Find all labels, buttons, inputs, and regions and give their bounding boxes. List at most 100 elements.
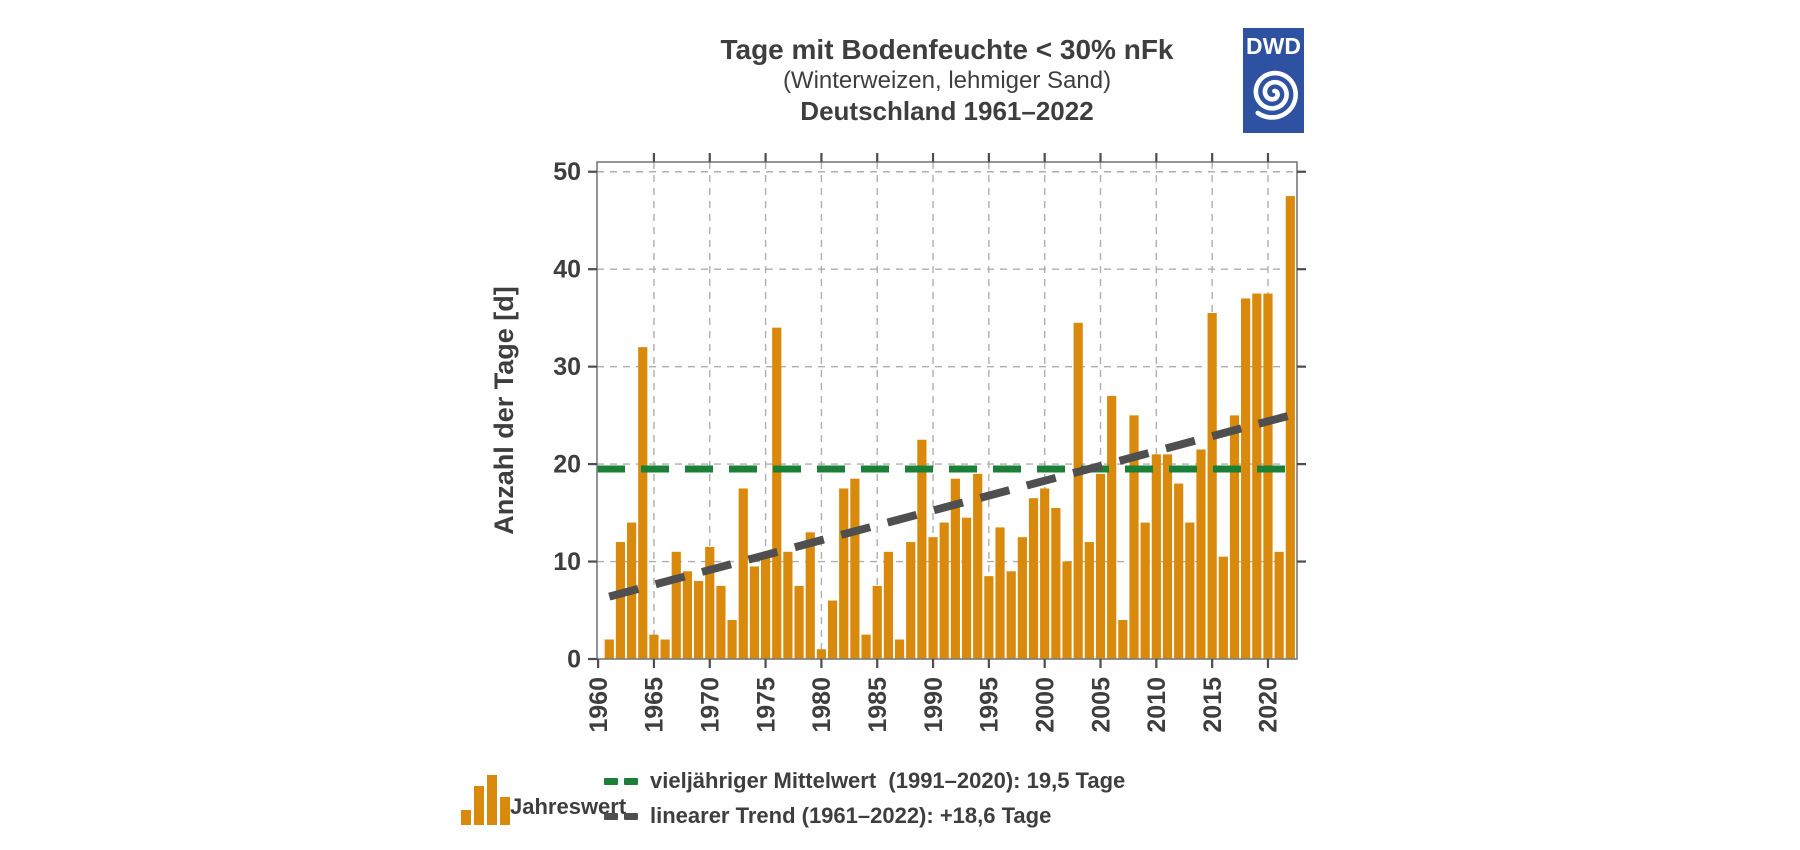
bar-1987 xyxy=(894,639,905,659)
bar-2006 xyxy=(1107,395,1117,659)
xtick-1970: 1970 xyxy=(697,677,725,733)
jahreswert-bars-icon xyxy=(461,775,510,825)
bar-1984 xyxy=(861,634,871,659)
bar-1970 xyxy=(705,546,715,659)
bar-2004 xyxy=(1084,542,1094,659)
xtick-2015: 2015 xyxy=(1199,677,1227,733)
xtick-1965: 1965 xyxy=(641,677,669,733)
bar-1999 xyxy=(1028,498,1039,659)
bar-2018 xyxy=(1241,298,1251,659)
bar-1977 xyxy=(783,551,793,659)
xtick-1975: 1975 xyxy=(752,677,780,733)
ytick-10: 10 xyxy=(553,548,581,576)
bar-2010 xyxy=(1151,454,1161,659)
legend-trend-row: linearer Trend (1961–2022): +18,6 Tage xyxy=(604,803,1051,829)
icon-bar xyxy=(487,775,497,825)
bar-2015 xyxy=(1207,313,1217,659)
bar-1994 xyxy=(973,473,983,659)
bar-1997 xyxy=(1006,571,1016,659)
legend-trend-label: linearer Trend (1961–2022): +18,6 Tage xyxy=(650,803,1052,828)
icon-bar xyxy=(500,797,510,825)
bar-1972 xyxy=(727,620,737,659)
bar-1967 xyxy=(671,551,681,659)
axis-ticks xyxy=(588,153,1306,668)
xtick-2005: 2005 xyxy=(1087,677,1115,733)
bar-1980 xyxy=(816,649,827,659)
bar-1964 xyxy=(638,347,648,659)
dwd-logo-text: DWD xyxy=(1246,33,1301,59)
bar-1979 xyxy=(805,532,815,659)
bar-1978 xyxy=(794,585,804,659)
green-dash-icon xyxy=(604,777,638,785)
xtick-1960: 1960 xyxy=(585,677,613,733)
xtick-2010: 2010 xyxy=(1143,677,1171,733)
icon-bar xyxy=(474,786,484,825)
axis-tick-labels: 0 10 20 30 40 50 1960 1965 1970 1975 1980 1985 1990 1… xyxy=(553,158,1283,732)
gray-dash-icon xyxy=(604,812,638,820)
chart-region-period: Deutschland 1961–2022 xyxy=(800,96,1094,126)
legend-mean-row: vieljähriger Mittelwert (1991–2020): 19,… xyxy=(604,768,1125,794)
bar-1973 xyxy=(738,488,748,659)
dwd-spiral-icon xyxy=(1253,70,1299,120)
bar-2021 xyxy=(1274,551,1284,659)
bar-2013 xyxy=(1185,522,1195,659)
bar-1995 xyxy=(984,576,994,659)
bar-1985 xyxy=(872,585,882,659)
bar-1989 xyxy=(917,439,927,659)
bar-1991 xyxy=(939,522,949,659)
bar-2002 xyxy=(1062,561,1072,659)
trend-line xyxy=(608,411,1292,601)
dwd-logo: DWD xyxy=(1243,28,1304,133)
plot-frame xyxy=(596,161,1298,660)
bar-1974 xyxy=(749,566,760,659)
xtick-1990: 1990 xyxy=(920,677,948,733)
bar-2020 xyxy=(1263,293,1273,659)
bar-1966 xyxy=(660,639,670,659)
y-axis-label: Anzahl der Tage [d] xyxy=(489,286,519,535)
bar-2001 xyxy=(1051,507,1061,659)
bar-1975 xyxy=(760,556,771,659)
legend-mean-label: vieljähriger Mittelwert (1991–2020): 19,… xyxy=(650,768,1126,793)
xtick-1985: 1985 xyxy=(864,677,892,733)
bar-1962 xyxy=(615,542,626,659)
bar-2009 xyxy=(1140,522,1150,659)
ytick-30: 30 xyxy=(553,353,581,381)
ytick-50: 50 xyxy=(553,158,581,186)
bar-1969 xyxy=(693,581,704,659)
bar-2011 xyxy=(1162,454,1173,659)
bar-1968 xyxy=(682,571,693,659)
ytick-40: 40 xyxy=(553,256,581,284)
bar-1988 xyxy=(906,542,916,659)
bar-1976 xyxy=(772,327,782,659)
year-bars xyxy=(604,196,1295,659)
title-block: Tage mit Bodenfeuchte < 30% nFk (Winterw… xyxy=(447,34,1447,127)
bar-1998 xyxy=(1017,537,1027,659)
bar-1986 xyxy=(883,551,893,659)
chart-subtitle: (Winterweizen, lehmiger Sand) xyxy=(782,67,1112,94)
bar-1996 xyxy=(995,527,1005,659)
bar-2003 xyxy=(1073,322,1083,659)
bar-2022 xyxy=(1285,196,1295,659)
chart-title: Tage mit Bodenfeuchte < 30% nFk xyxy=(720,34,1174,65)
bar-2016 xyxy=(1218,556,1228,659)
bar-1965 xyxy=(649,634,659,659)
bar-2014 xyxy=(1196,449,1206,659)
bar-1961 xyxy=(604,639,614,659)
xtick-2020: 2020 xyxy=(1255,677,1283,733)
bar-1983 xyxy=(850,478,860,659)
bar-2005 xyxy=(1095,473,1106,659)
icon-bar xyxy=(461,810,471,825)
bar-2008 xyxy=(1129,415,1139,659)
bar-1981 xyxy=(827,600,838,659)
bar-2000 xyxy=(1040,488,1050,659)
xtick-1980: 1980 xyxy=(808,677,836,733)
bar-1990 xyxy=(928,537,938,659)
bar-1993 xyxy=(961,517,972,659)
bar-1982 xyxy=(839,488,849,659)
bar-2012 xyxy=(1174,483,1184,659)
ytick-20: 20 xyxy=(553,451,581,479)
bar-1992 xyxy=(950,478,960,659)
bar-2007 xyxy=(1118,620,1128,659)
